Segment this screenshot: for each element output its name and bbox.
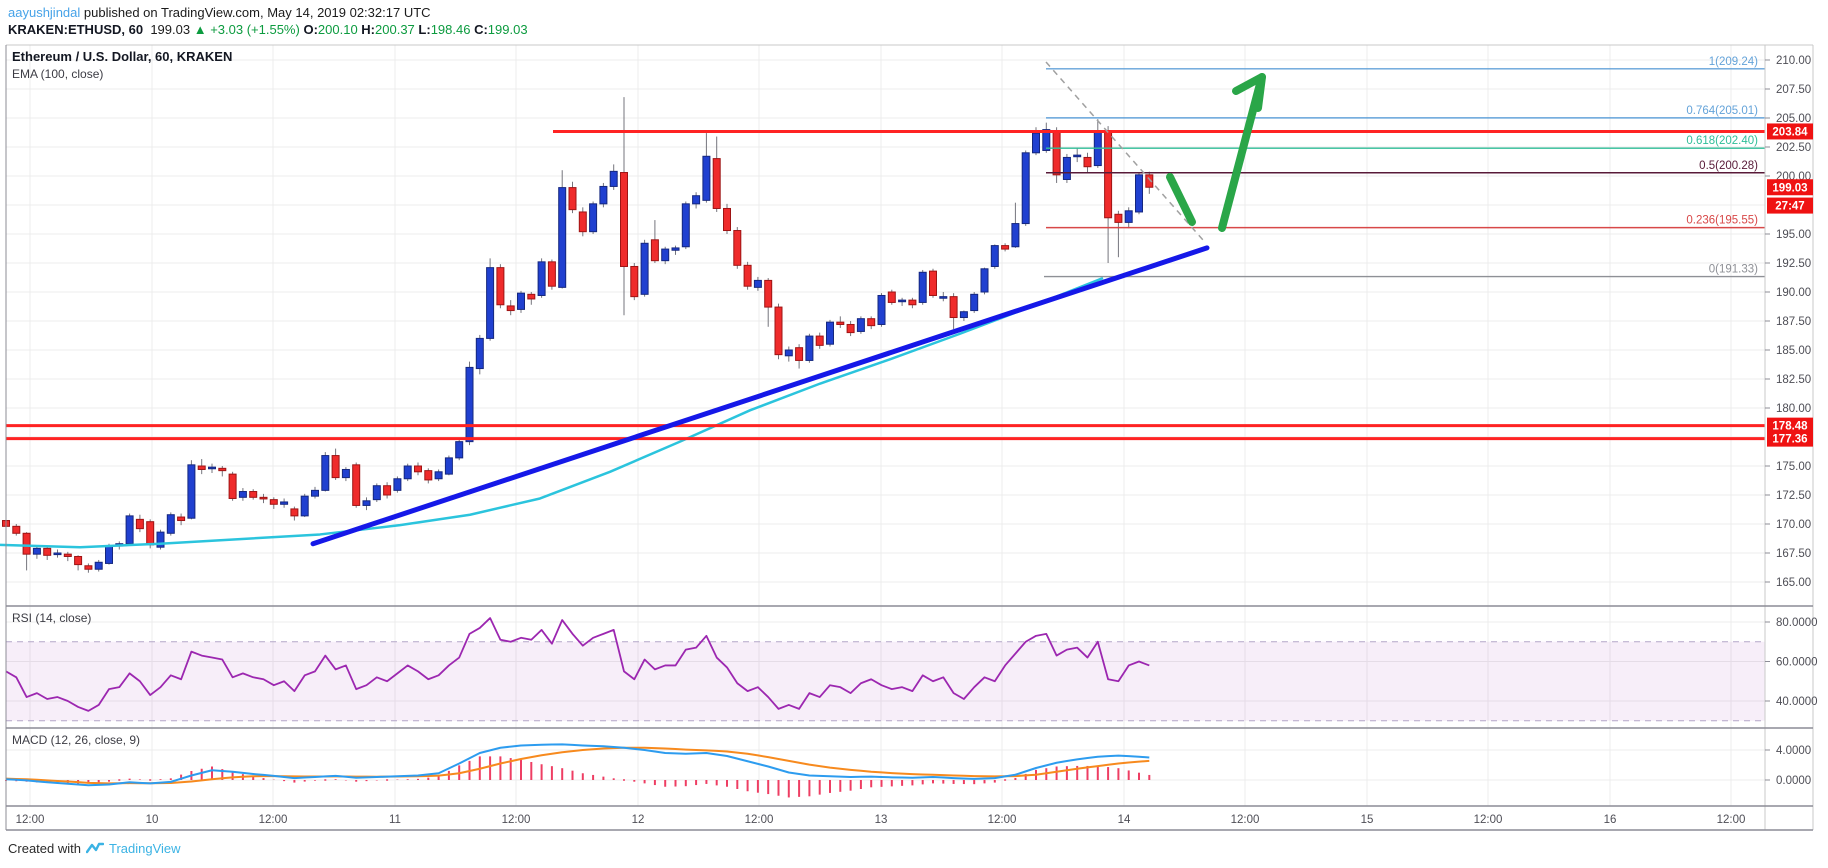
fib-retracement[interactable]: 1(209.24) 0.764(205.01) 0.618(202.40) 0.5(2… <box>1044 56 1765 278</box>
price-badge <box>1767 417 1813 434</box>
low-label: L: <box>418 22 431 37</box>
last-price: 199.03 <box>150 22 191 37</box>
axis-label: 187.50 <box>1776 316 1811 328</box>
axis-label: 80.0000 <box>1776 617 1818 629</box>
tradingview-brand-link[interactable]: TradingView <box>108 841 181 856</box>
axis-label: 185.00 <box>1776 345 1811 357</box>
fib-label: 0.5(200.28) <box>1699 160 1758 172</box>
symbol-name[interactable]: KRAKEN:ETHUSD, 60 <box>8 22 144 37</box>
time-label: 12:00 <box>745 814 774 826</box>
created-with-text: Created with <box>8 841 81 856</box>
ema-line <box>0 276 1104 549</box>
axis-label: 167.50 <box>1776 548 1811 560</box>
rsi-band <box>6 641 1765 722</box>
up-arrow-icon: ▲ <box>193 22 207 37</box>
fib-label: 0.764(205.01) <box>1686 105 1758 117</box>
fib-label: 0.618(202.40) <box>1686 135 1758 147</box>
axis-label: 60.0000 <box>1776 657 1818 669</box>
time-label: 12:00 <box>988 814 1017 826</box>
axis-label: 192.50 <box>1776 258 1811 270</box>
time-label: 10 <box>146 814 159 826</box>
axis-label: 180.00 <box>1776 403 1811 415</box>
price-badge <box>1767 123 1813 140</box>
candlestick-series <box>2 129 1154 570</box>
open-value: 200.10 <box>317 22 358 37</box>
price-badge-text: 177.36 <box>1772 434 1807 446</box>
axis-label: 182.50 <box>1776 374 1811 386</box>
price-badge <box>1767 430 1813 447</box>
macd-line <box>5 743 1150 787</box>
axis-label: 172.50 <box>1776 490 1811 502</box>
rsi-line <box>5 617 1150 712</box>
axis-label: 165.00 <box>1776 577 1811 589</box>
high-label: H: <box>361 22 376 37</box>
fib-label: 0(191.33) <box>1709 264 1758 276</box>
time-label: 12:00 <box>502 814 531 826</box>
time-label: 16 <box>1604 814 1617 826</box>
axis-label: 202.50 <box>1776 142 1811 154</box>
time-label: 15 <box>1361 814 1374 826</box>
pane-title-price[interactable]: Ethereum / U.S. Dollar, 60, KRAKEN <box>12 49 233 64</box>
time-label: 11 <box>389 814 401 826</box>
axis-label: 4.0000 <box>1776 745 1811 757</box>
time-label: 12:00 <box>1474 814 1503 826</box>
pane-legend-ema[interactable]: EMA (100, close) <box>12 67 104 81</box>
price-badge-text: 199.03 <box>1772 182 1807 194</box>
price-change: +3.03 (+1.55%) <box>210 22 300 37</box>
axis-label: 205.00 <box>1776 113 1811 125</box>
time-label: 12 <box>632 814 645 826</box>
candle-wicks <box>5 97 1150 573</box>
open-label: O: <box>303 22 318 37</box>
axis-label: 195.00 <box>1776 229 1811 241</box>
price-badge <box>1767 179 1813 196</box>
axis-label: 210.00 <box>1776 55 1811 67</box>
fib-label: 1(209.24) <box>1709 56 1758 68</box>
axis-label: 40.0000 <box>1776 696 1818 708</box>
time-label: 12:00 <box>16 814 45 826</box>
publish-info: aayushjindal published on TradingView.co… <box>8 5 431 20</box>
pane-borders <box>5 44 1814 831</box>
time-axis[interactable]: 12:00 10 12:00 11 12:00 12 12:00 13 12:00 14 12:00… <box>16 814 1746 826</box>
price-axis[interactable]: 210.00207.50205.00202.50200.00195.00192.… <box>1765 55 1818 787</box>
support-trendline[interactable] <box>310 245 1210 547</box>
time-label: 13 <box>875 814 888 826</box>
axis-label: 0.0000 <box>1776 775 1811 787</box>
pane-legend-macd[interactable]: MACD (12, 26, close, 9) <box>12 733 141 747</box>
price-badge <box>1767 197 1813 214</box>
low-value: 198.46 <box>430 22 471 37</box>
close-value: 199.03 <box>487 22 528 37</box>
close-label: C: <box>474 22 488 37</box>
macd-histogram <box>5 756 1151 798</box>
axis-label: 190.00 <box>1776 287 1811 299</box>
resistance-lines[interactable] <box>6 129 1765 441</box>
footer-attribution: Created with TradingView <box>8 841 181 856</box>
publish-text: published on TradingView.com, May 14, 20… <box>80 5 431 20</box>
tradingview-logo-icon <box>85 842 104 853</box>
high-value: 200.37 <box>375 22 415 37</box>
axis-label: 207.50 <box>1776 84 1811 96</box>
time-label: 12:00 <box>259 814 288 826</box>
time-label: 12:00 <box>1231 814 1260 826</box>
axis-label: 175.00 <box>1776 461 1811 473</box>
price-badge-text: 27:47 <box>1775 201 1804 213</box>
pane-legend-rsi[interactable]: RSI (14, close) <box>12 611 92 625</box>
price-badge-text: 178.48 <box>1772 421 1808 433</box>
price-badge-text: 203.84 <box>1772 126 1808 138</box>
macd-signal-line <box>5 746 1150 785</box>
axis-label: 170.00 <box>1776 519 1811 531</box>
green-arrow-annotation[interactable] <box>1166 73 1266 232</box>
time-label: 14 <box>1118 814 1131 826</box>
author-link[interactable]: aayushjindal <box>8 5 81 20</box>
time-label: 12:00 <box>1717 814 1746 826</box>
symbol-readout: KRAKEN:ETHUSD, 60 199.03 ▲ +3.03 (+1.55%… <box>8 22 528 37</box>
fib-label: 0.236(195.55) <box>1686 215 1758 227</box>
